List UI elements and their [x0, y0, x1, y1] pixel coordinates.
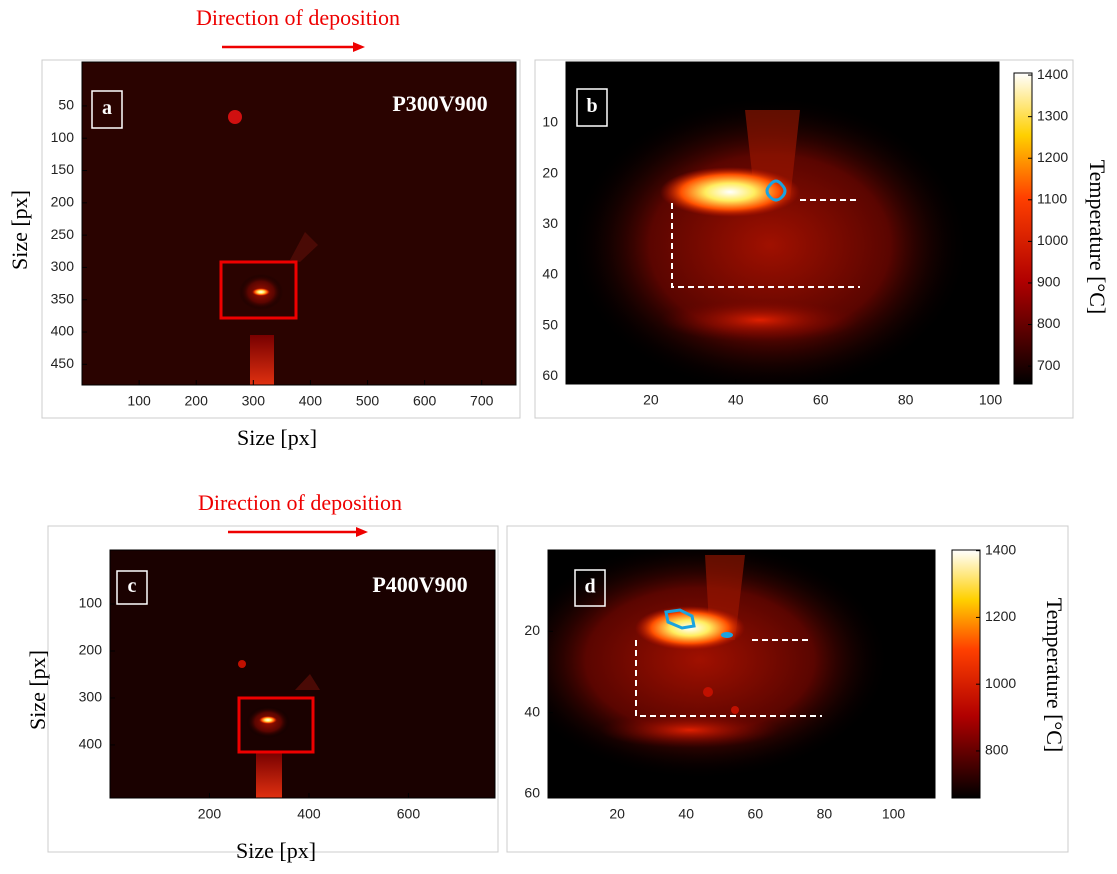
- x-tick-label: 60: [748, 806, 764, 822]
- panel-label: c: [128, 575, 137, 597]
- colorbar-tick-label: 900: [1037, 274, 1061, 290]
- colorbar: [1014, 73, 1032, 384]
- y-tick-label: 50: [58, 97, 74, 113]
- colorbar-tick-label: 1400: [985, 541, 1016, 557]
- colorbar-tick-label: 1400: [1037, 66, 1068, 82]
- x-tick-label: 80: [898, 392, 914, 408]
- y-tick-label: 400: [79, 736, 103, 752]
- y-tick-label: 300: [51, 258, 75, 274]
- colorbar-tick-label: 1200: [985, 608, 1016, 624]
- x-tick-label: 100: [979, 392, 1003, 408]
- thermal-image: [566, 62, 999, 395]
- y-tick-label: 40: [542, 266, 558, 282]
- thermal-image: [510, 540, 935, 798]
- colorbar-label: Temperature [°C]: [1085, 160, 1110, 314]
- y-tick-label: 30: [542, 215, 558, 231]
- colorbar-label: Temperature [°C]: [1042, 598, 1067, 752]
- x-axis-label: Size [px]: [236, 838, 316, 863]
- y-tick-label: 350: [51, 290, 75, 306]
- x-tick-label: 100: [127, 393, 151, 409]
- y-tick-label: 250: [51, 226, 75, 242]
- x-tick-label: 40: [678, 806, 694, 822]
- y-tick-label: 10: [542, 114, 558, 130]
- y-tick-label: 40: [524, 703, 540, 719]
- x-tick-label: 20: [643, 392, 659, 408]
- x-tick-label: 400: [297, 806, 321, 822]
- colorbar-tick-label: 1000: [1037, 232, 1068, 248]
- x-tick-label: 300: [242, 393, 266, 409]
- y-tick-label: 20: [524, 622, 540, 638]
- x-tick-label: 100: [882, 806, 906, 822]
- y-tick-label: 200: [79, 642, 103, 658]
- x-tick-label: 200: [185, 393, 209, 409]
- y-tick-label: 50: [542, 316, 558, 332]
- x-tick-label: 80: [817, 806, 833, 822]
- y-tick-label: 450: [51, 355, 75, 371]
- x-axis-label: Size [px]: [237, 425, 317, 450]
- colorbar: [952, 550, 980, 798]
- y-tick-label: 60: [524, 785, 540, 801]
- colorbar-tick-label: 800: [1037, 315, 1061, 331]
- panel-label: d: [584, 576, 595, 598]
- process-parameters: P400V900: [372, 572, 467, 597]
- y-tick-label: 20: [542, 164, 558, 180]
- colorbar-tick-label: 1100: [1037, 191, 1067, 207]
- panel-label: a: [102, 97, 112, 119]
- y-tick-label: 400: [51, 323, 75, 339]
- x-tick-label: 500: [356, 393, 380, 409]
- y-tick-label: 100: [79, 595, 103, 611]
- y-tick-label: 200: [51, 194, 75, 210]
- deposition-direction: Direction of deposition: [198, 490, 402, 515]
- x-tick-label: 60: [813, 392, 829, 408]
- y-tick-label: 150: [51, 161, 75, 177]
- y-axis-label: Size [px]: [7, 190, 32, 270]
- colorbar-tick-label: 800: [985, 742, 1009, 758]
- x-tick-label: 700: [470, 393, 494, 409]
- x-tick-label: 40: [728, 392, 744, 408]
- y-tick-label: 300: [79, 689, 103, 705]
- colorbar-tick-label: 1200: [1037, 149, 1068, 165]
- x-tick-label: 200: [198, 806, 222, 822]
- panel-label: b: [586, 95, 597, 117]
- colorbar-tick-label: 700: [1037, 357, 1061, 373]
- colorbar-tick-label: 1300: [1037, 107, 1068, 123]
- process-parameters: P300V900: [392, 91, 487, 116]
- figure: 100 200 300 400 500 600 700 50 100 150 200 250 300 35…: [0, 0, 1117, 869]
- x-tick-label: 600: [397, 806, 421, 822]
- x-tick-label: 20: [609, 806, 625, 822]
- x-tick-label: 600: [413, 393, 437, 409]
- y-axis-label: Size [px]: [25, 650, 50, 730]
- deposition-direction: Direction of deposition: [196, 5, 400, 30]
- colorbar-tick-label: 1000: [985, 675, 1016, 691]
- y-tick-label: 60: [542, 367, 558, 383]
- y-tick-label: 100: [51, 129, 75, 145]
- x-tick-label: 400: [299, 393, 323, 409]
